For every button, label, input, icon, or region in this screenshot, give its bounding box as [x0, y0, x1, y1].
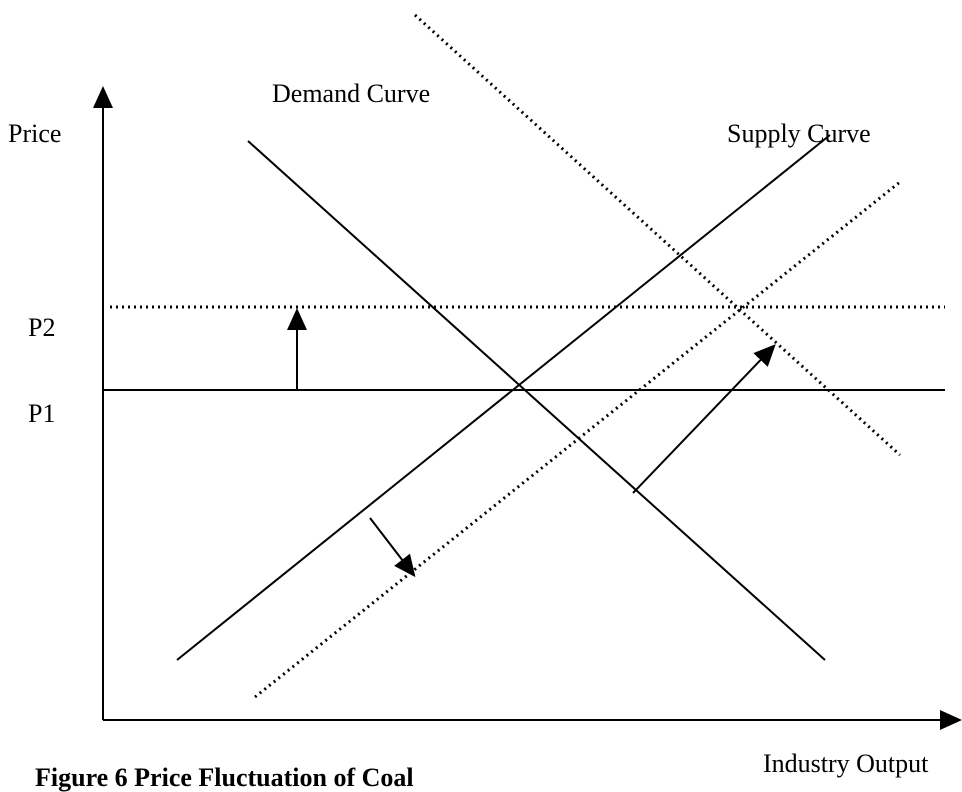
supply-curve-shifted — [254, 180, 901, 699]
caption: Figure 6 Price Fluctuation of Coal — [35, 763, 414, 792]
y-axis-label: Price — [8, 119, 61, 148]
x-axis-label: Industry Output — [763, 749, 929, 778]
supply-curve — [176, 134, 831, 661]
shift-arrow — [369, 517, 416, 578]
demand-curve — [247, 140, 826, 661]
curve-label: Demand Curve — [272, 79, 430, 108]
price-label: P1 — [28, 399, 55, 428]
shift-arrow — [632, 344, 776, 494]
curve-label: Supply Curve — [727, 119, 871, 148]
price-label: P2 — [28, 313, 55, 342]
demand-curve-shifted — [413, 13, 902, 457]
